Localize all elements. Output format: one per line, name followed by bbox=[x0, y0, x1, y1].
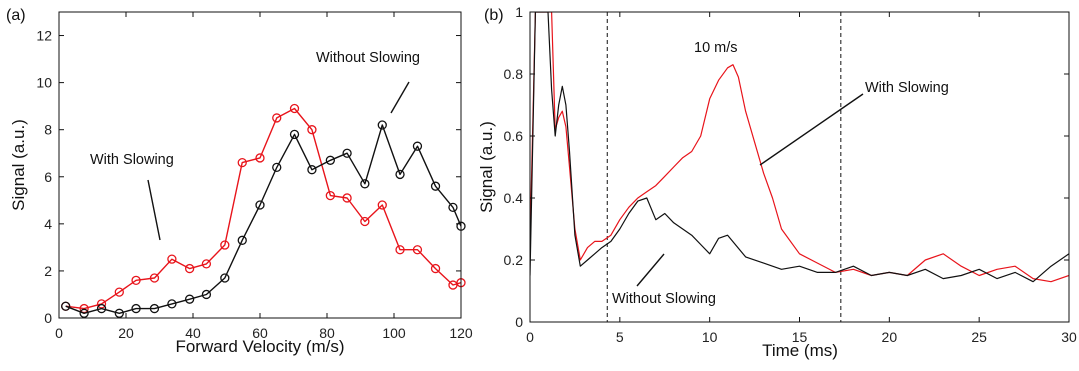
panel-0-data-point-with-slowing bbox=[307, 125, 317, 135]
panel-0-data-point-with-slowing bbox=[395, 245, 405, 255]
panel-0-data-point-without-slowing bbox=[131, 303, 141, 314]
panel-0-data-point-with-slowing bbox=[184, 263, 195, 274]
panel-0-data-point-with-slowing bbox=[430, 263, 441, 274]
panel-1-y-tick-label: 0.2 bbox=[504, 252, 524, 268]
panel-0-x-tick-label: 20 bbox=[118, 325, 134, 341]
panel-1-y-tick-label: 0.8 bbox=[504, 66, 524, 82]
panel-1-y-tick-label: 0 bbox=[515, 314, 523, 330]
panel-0-data-point-without-slowing bbox=[412, 141, 423, 151]
panel-1-x-tick-label: 0 bbox=[526, 329, 534, 345]
panel-0-data-point-with-slowing bbox=[96, 299, 107, 309]
panel-0-data-point-without-slowing bbox=[342, 148, 352, 158]
panel-0-data-point-with-slowing bbox=[325, 190, 336, 201]
panel-0-data-point-without-slowing bbox=[114, 308, 124, 318]
panel-1-series-line-without-slowing bbox=[530, 12, 1069, 283]
panel-0-x-tick-label: 120 bbox=[449, 325, 473, 341]
panel-b-annotation-with-slowing: With Slowing bbox=[865, 80, 949, 96]
panel-0-data-point-without-slowing bbox=[272, 162, 282, 173]
panel-a-label: (a) bbox=[6, 7, 26, 24]
panel-1-x-tick-label: 15 bbox=[792, 329, 808, 345]
panel-0-data-point-without-slowing bbox=[307, 165, 317, 175]
panel-1-y-tick-label: 0.6 bbox=[504, 128, 524, 144]
panel-0-data-point-with-slowing bbox=[131, 275, 141, 285]
panel-b-annotation-pointer-without bbox=[636, 253, 665, 287]
panel-0-data-point-without-slowing bbox=[167, 299, 177, 309]
panel-b-speed-annotation: 10 m/s bbox=[694, 40, 738, 56]
panel-0-data-point-without-slowing bbox=[96, 303, 107, 314]
panel-b-label: (b) bbox=[484, 7, 504, 24]
panel-a-x-axis-label: Forward Velocity (m/s) bbox=[175, 337, 344, 356]
panel-a-ticks: 0 20 40 60 80 100 120 0 2 4 6 8 10 12 bbox=[36, 12, 473, 341]
panel-0-data-point-with-slowing bbox=[255, 153, 265, 163]
panel-0-series-line-with-slowing bbox=[65, 107, 461, 310]
panel-0-y-tick-label: 4 bbox=[44, 216, 52, 232]
panel-1-x-tick-label: 25 bbox=[971, 329, 987, 345]
panel-b-x-axis-label: Time (ms) bbox=[762, 341, 838, 360]
panel-b-y-axis-label: Signal (a.u.) bbox=[477, 121, 496, 213]
panel-0-data-point-without-slowing bbox=[184, 294, 195, 304]
panel-0-data-point-without-slowing bbox=[237, 235, 247, 245]
panel-0-data-point-with-slowing bbox=[237, 157, 247, 168]
panel-0-data-point-without-slowing bbox=[395, 169, 405, 180]
panel-0-data-point-without-slowing bbox=[325, 155, 336, 165]
panel-0-data-point-without-slowing bbox=[289, 129, 300, 140]
panel-0-y-tick-label: 8 bbox=[44, 122, 52, 138]
panel-b-annotation-without-slowing: Without Slowing bbox=[612, 291, 716, 307]
panel-1-x-tick-label: 5 bbox=[616, 329, 624, 345]
panel-0-y-tick-label: 10 bbox=[36, 75, 52, 91]
panel-0-data-point-without-slowing bbox=[377, 120, 387, 130]
panel-0-data-point-with-slowing bbox=[149, 273, 160, 283]
panel-0-data-point-without-slowing bbox=[149, 303, 160, 314]
panel-0-y-tick-label: 0 bbox=[44, 310, 52, 326]
panel-0-data-point-with-slowing bbox=[412, 245, 423, 255]
panel-b-annotation-pointer-with bbox=[759, 93, 864, 166]
panel-1-series-line-with-slowing bbox=[530, 12, 1069, 283]
panel-0-data-point-without-slowing bbox=[255, 200, 265, 210]
panel-0-data-point-without-slowing bbox=[360, 179, 370, 189]
panel-a-annotation-with-slowing: With Slowing bbox=[90, 152, 174, 168]
panel-a-y-axis-label: Signal (a.u.) bbox=[9, 119, 28, 211]
panel-0-y-tick-label: 6 bbox=[44, 169, 52, 185]
panel-0-data-point-with-slowing bbox=[220, 240, 230, 250]
panel-0-x-tick-label: 0 bbox=[55, 325, 63, 341]
panel-0-y-tick-label: 12 bbox=[36, 28, 52, 44]
panel-0-data-point-without-slowing bbox=[430, 181, 441, 191]
panel-0-data-point-with-slowing bbox=[167, 254, 177, 264]
panel-1-y-tick-label: 0.4 bbox=[504, 190, 524, 206]
panel-0-data-point-with-slowing bbox=[448, 280, 458, 290]
panel-0-data-point-without-slowing bbox=[61, 301, 71, 311]
panel-b-ticks: 0 5 10 15 20 25 30 0 0.2 0.4 0.6 0.8 1 bbox=[504, 4, 1077, 345]
panel-0-data-point-without-slowing bbox=[79, 308, 89, 318]
panel-1-y-tick-label: 1 bbox=[515, 4, 523, 20]
panel-1-x-tick-label: 30 bbox=[1061, 329, 1077, 345]
panel-a-annotation-pointer-with bbox=[147, 179, 161, 241]
panel-0-y-tick-label: 2 bbox=[44, 263, 52, 279]
panel-0-x-tick-label: 100 bbox=[382, 325, 406, 341]
panel-0-data-point-without-slowing bbox=[448, 202, 458, 213]
panel-0-data-point-with-slowing bbox=[201, 259, 212, 269]
panel-a-series bbox=[61, 103, 466, 318]
panel-0-data-point-with-slowing bbox=[289, 103, 300, 114]
panel-0-series-line-without-slowing bbox=[65, 124, 461, 314]
panel-0-x-tick-label: 40 bbox=[185, 325, 201, 341]
panel-0-x-tick-label: 60 bbox=[252, 325, 268, 341]
panel-b-series bbox=[530, 12, 1069, 283]
panel-0-data-point-with-slowing bbox=[272, 113, 282, 123]
panel-a-annotation-pointer-without bbox=[390, 81, 410, 114]
panel-0-data-point-without-slowing bbox=[220, 273, 230, 283]
panel-a: (a) 0 20 40 60 80 100 120 0 2 4 6 8 10 12 Forward Vel… bbox=[6, 7, 473, 356]
panel-0-data-point-with-slowing bbox=[114, 287, 124, 297]
panel-0-data-point-with-slowing bbox=[360, 216, 370, 227]
panel-b-axes-box bbox=[529, 11, 1070, 323]
panel-1-x-tick-label: 20 bbox=[882, 329, 898, 345]
panel-0-data-point-without-slowing bbox=[201, 289, 212, 300]
panel-b: (b) 0 5 10 15 20 25 30 0 0.2 0.4 0.6 0.8 1 Time (ms)… bbox=[477, 4, 1077, 360]
panel-1-x-tick-label: 10 bbox=[702, 329, 718, 345]
panel-0-data-point-with-slowing bbox=[342, 193, 352, 203]
panel-a-annotation-without-slowing: Without Slowing bbox=[316, 50, 420, 66]
panel-0-data-point-with-slowing bbox=[377, 200, 387, 210]
panel-b-dashed-lines bbox=[606, 12, 842, 322]
panel-0-x-tick-label: 80 bbox=[319, 325, 335, 341]
